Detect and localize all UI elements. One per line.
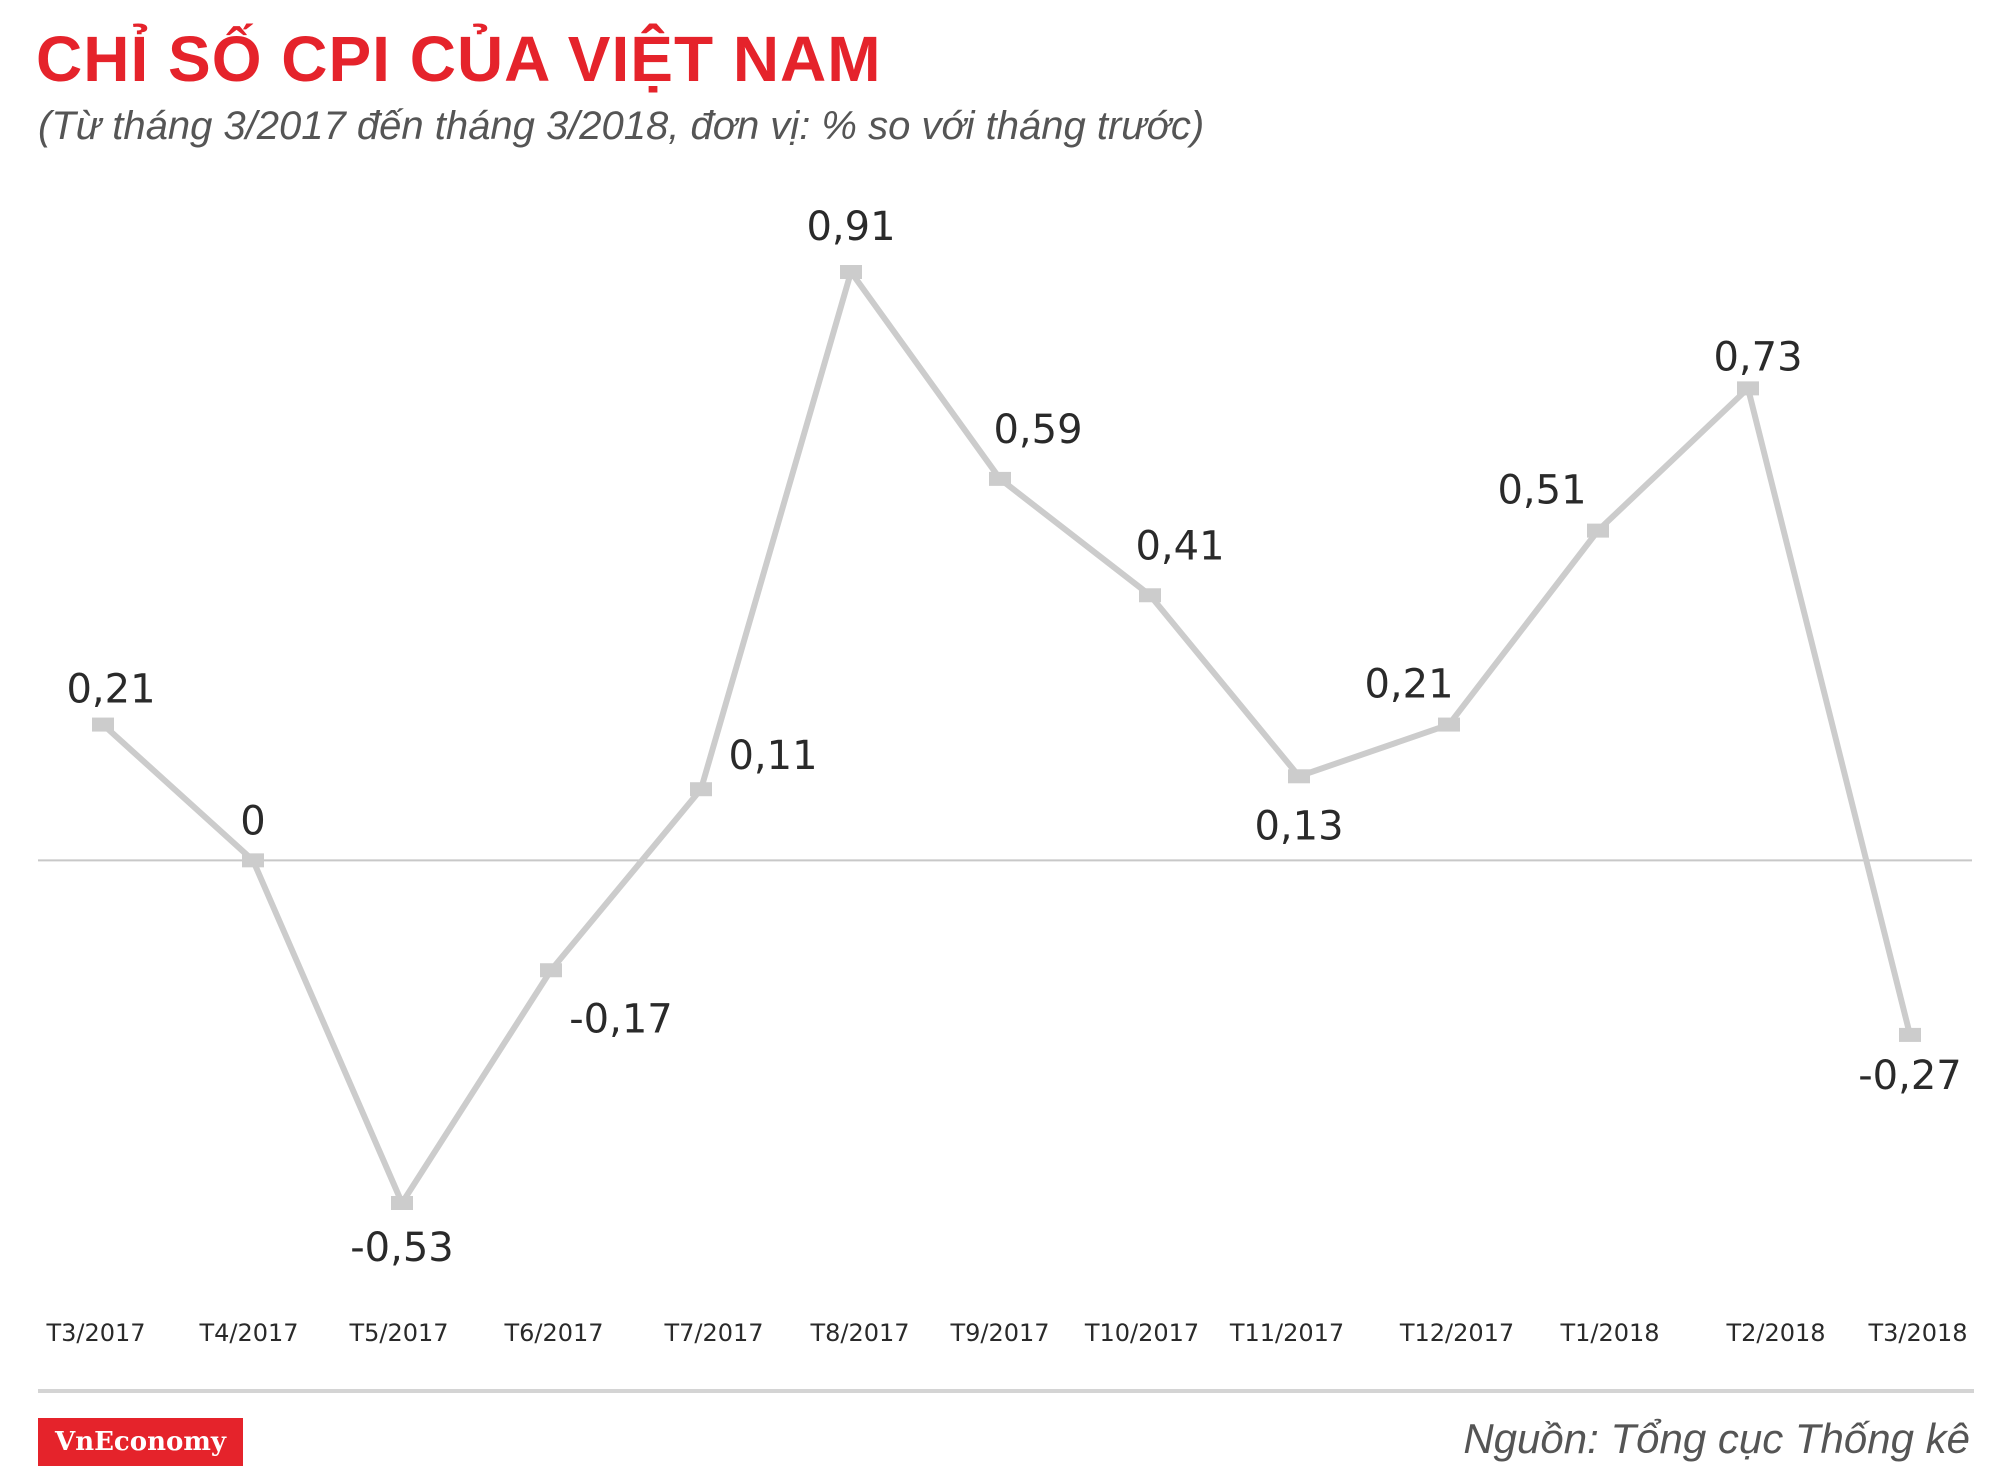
- line-chart: 0,21 0 -0,53 -0,17 0,11 0,91 0,59 0,41 0,13 0,21 0…: [38, 204, 1972, 1347]
- data-point-marker: [989, 471, 1011, 486]
- data-label: 0,91: [806, 204, 895, 250]
- footer-divider: [38, 1389, 1974, 1393]
- data-point-marker: [1139, 588, 1161, 603]
- chart-title: CHỈ SỐ CPI CỦA VIỆT NAM: [36, 23, 882, 95]
- data-point-marker: [92, 717, 114, 732]
- x-axis-tick-labels: T3/2017 T4/2017 T5/2017 T6/2017 T7/2017 T8/20…: [45, 1319, 1967, 1347]
- data-labels: 0,21 0 -0,53 -0,17 0,11 0,91 0,59 0,41 0,13 0,21 0…: [66, 204, 1961, 1271]
- data-point-marker: [1587, 523, 1609, 538]
- x-tick-label: T11/2017: [1229, 1319, 1344, 1347]
- data-point-marker: [1288, 769, 1310, 784]
- data-label: 0,11: [728, 733, 817, 779]
- data-label: 0,21: [66, 667, 155, 713]
- data-point-marker: [242, 853, 264, 868]
- data-label: 0: [240, 798, 265, 844]
- data-point-marker: [540, 963, 562, 978]
- x-tick-label: T9/2017: [949, 1319, 1049, 1347]
- data-point-marker: [1899, 1027, 1921, 1042]
- data-label: 0,13: [1254, 803, 1343, 849]
- data-point-marker: [1438, 717, 1460, 732]
- vneconomy-logo: VnEconomy: [38, 1418, 243, 1466]
- x-tick-label: T5/2017: [348, 1319, 448, 1347]
- data-point-marker: [1737, 381, 1759, 396]
- x-tick-label: T12/2017: [1399, 1319, 1514, 1347]
- data-markers: [92, 265, 1921, 1210]
- data-label: 0,21: [1364, 662, 1453, 708]
- data-point-marker: [391, 1196, 413, 1210]
- x-tick-label: T6/2017: [503, 1319, 603, 1347]
- data-label: 0,59: [993, 407, 1082, 453]
- x-tick-label: T2/2018: [1725, 1319, 1825, 1347]
- data-label: -0,17: [569, 996, 673, 1042]
- x-tick-label: T4/2017: [198, 1319, 298, 1347]
- data-point-marker: [690, 782, 712, 797]
- data-label: -0,53: [350, 1225, 454, 1271]
- data-point-marker: [840, 265, 862, 279]
- data-label: 0,73: [1713, 334, 1802, 380]
- source-note: Nguồn: Tổng cục Thống kê: [1463, 1415, 1970, 1462]
- data-label: -0,27: [1858, 1053, 1962, 1099]
- x-tick-label: T3/2017: [45, 1319, 145, 1347]
- data-label: 0,41: [1135, 523, 1224, 569]
- chart-subtitle: (Từ tháng 3/2017 đến tháng 3/2018, đơn v…: [38, 104, 1205, 148]
- x-tick-label: T1/2018: [1559, 1319, 1659, 1347]
- x-tick-label: T10/2017: [1084, 1319, 1199, 1347]
- data-label: 0,51: [1497, 468, 1586, 514]
- x-tick-label: T7/2017: [663, 1319, 763, 1347]
- x-tick-label: T3/2018: [1867, 1319, 1967, 1347]
- x-tick-label: T8/2017: [809, 1319, 909, 1347]
